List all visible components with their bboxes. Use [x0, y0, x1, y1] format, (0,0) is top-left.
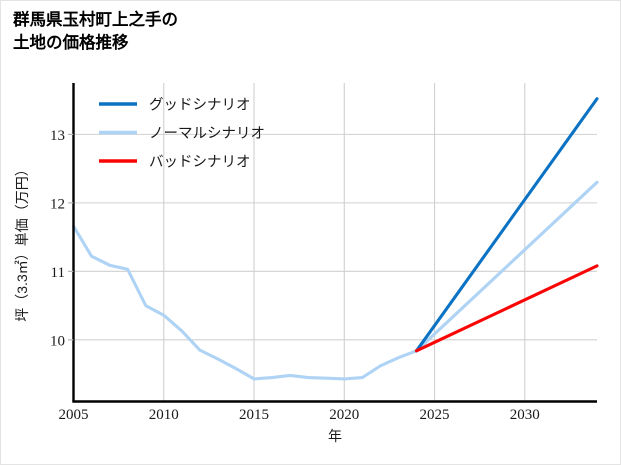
x-tick-label: 2005	[59, 407, 89, 423]
y-tick-labels: 10 11 12 13	[50, 128, 74, 349]
x-axis-title: 年	[328, 428, 342, 444]
legend-item-label: ノーマルシナリオ	[149, 126, 265, 142]
series-line	[414, 264, 599, 353]
y-tick-label: 11	[51, 265, 65, 281]
series-line	[71, 180, 599, 381]
data-series-lines	[71, 97, 599, 381]
y-axis-title: 坪（3.3㎡）単価（万円）	[14, 162, 30, 321]
x-tick-label: 2020	[329, 407, 359, 423]
x-tick-label: 2010	[149, 407, 179, 423]
legend-item-label: グッドシナリオ	[149, 97, 251, 114]
y-tick-label: 12	[50, 196, 65, 212]
y-tick-label: 13	[50, 128, 65, 144]
axis-lines	[72, 83, 597, 403]
x-tick-label: 2025	[420, 407, 450, 423]
legend-item-label: バッドシナリオ	[149, 155, 251, 171]
x-tick-label: 2030	[510, 407, 540, 423]
x-tick-label: 2015	[239, 407, 269, 423]
series-line	[414, 97, 599, 353]
grid-lines	[72, 83, 597, 402]
y-tick-label: 10	[50, 333, 65, 349]
x-tick-labels: 2005 2010 2015 2020 2025 2030	[59, 407, 540, 423]
page-title: 群馬県玉村町上之手の 土地の価格推移	[13, 11, 178, 53]
